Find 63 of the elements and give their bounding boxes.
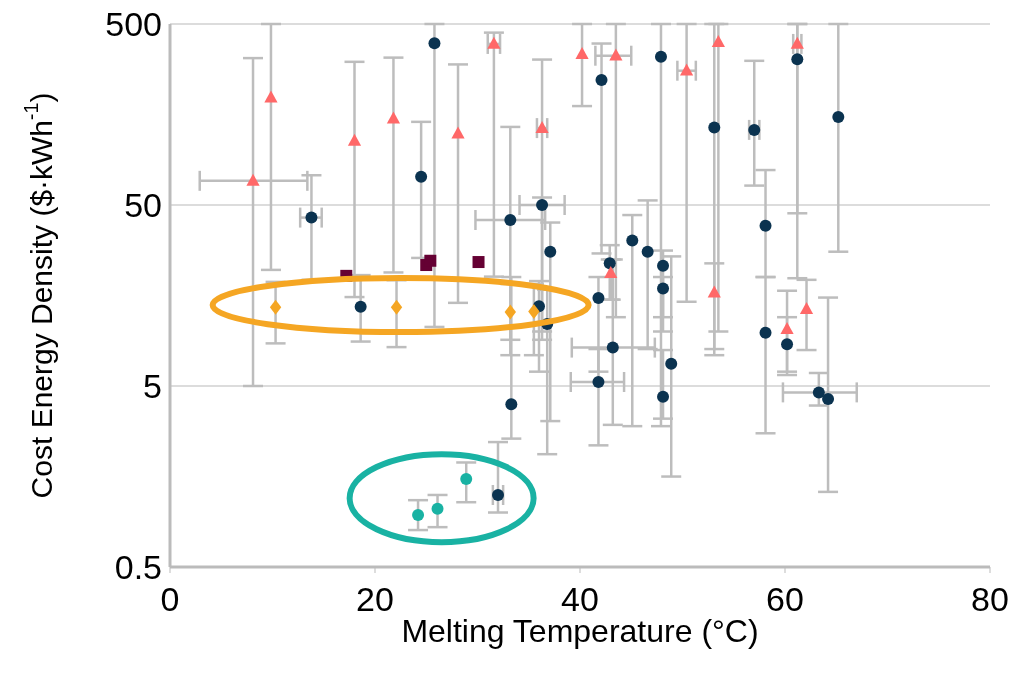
y-tick-label: 5 — [143, 367, 162, 406]
point — [680, 63, 694, 76]
point — [748, 123, 761, 136]
x-tick-label: 60 — [766, 580, 804, 619]
point — [790, 36, 804, 49]
point — [305, 211, 318, 224]
point — [603, 257, 616, 270]
point — [654, 50, 667, 63]
y-tick-label: 50 — [124, 186, 162, 225]
x-tick-label: 80 — [971, 580, 1009, 619]
point — [460, 473, 473, 486]
x-tick-label: 20 — [356, 580, 394, 619]
point — [412, 508, 425, 521]
point — [606, 341, 619, 354]
point — [759, 219, 772, 232]
x-tick-label: 0 — [160, 580, 180, 619]
point — [246, 173, 260, 186]
point — [592, 292, 605, 305]
point — [665, 357, 678, 370]
point — [711, 34, 725, 47]
point — [386, 111, 401, 124]
point — [264, 90, 278, 103]
point — [832, 111, 845, 124]
point — [657, 282, 670, 295]
point — [424, 254, 437, 267]
point — [708, 121, 721, 134]
point — [822, 392, 835, 405]
point — [451, 126, 465, 139]
point — [626, 234, 639, 247]
point — [528, 304, 540, 319]
point — [504, 304, 516, 320]
point — [535, 120, 549, 133]
point — [415, 170, 428, 183]
point — [781, 338, 794, 351]
point — [657, 390, 670, 403]
point — [505, 398, 518, 411]
y-tick-label: 0.5 — [114, 548, 162, 587]
point — [347, 133, 362, 146]
point — [641, 245, 654, 258]
point — [780, 321, 794, 334]
point — [609, 48, 623, 61]
point — [812, 386, 825, 399]
point — [707, 285, 721, 298]
point — [799, 301, 814, 314]
point — [504, 214, 517, 227]
y-tick-label: 500 — [105, 5, 162, 44]
point — [575, 47, 589, 60]
point — [428, 37, 441, 50]
point — [472, 256, 485, 269]
point — [604, 265, 618, 278]
point — [544, 245, 557, 258]
point — [390, 299, 403, 315]
point — [487, 36, 501, 49]
point — [354, 300, 367, 313]
point — [592, 376, 605, 389]
point — [657, 259, 670, 272]
point — [759, 326, 772, 339]
point — [595, 74, 608, 87]
point — [791, 53, 804, 66]
point — [269, 299, 282, 315]
point — [431, 502, 444, 515]
point — [536, 199, 549, 211]
point — [492, 488, 504, 501]
